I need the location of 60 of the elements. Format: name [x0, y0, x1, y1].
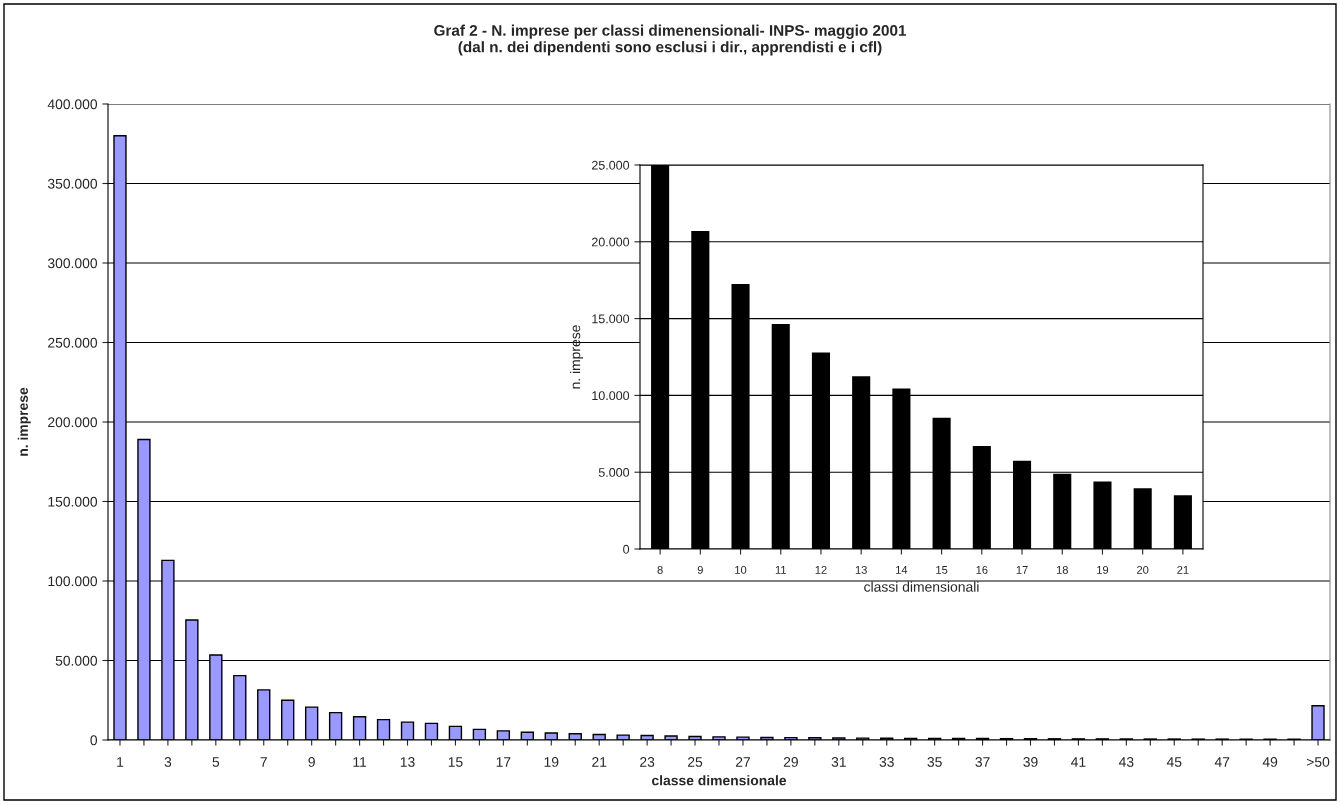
x-tick-label: 20: [1137, 565, 1149, 574]
x-tick-label: 15: [936, 566, 948, 574]
x-axis-title: classe dimensionale: [652, 775, 787, 786]
x-tick-label: 10: [735, 565, 747, 574]
y-tick-label: 20.000: [591, 237, 630, 247]
x-tick-label: 1: [117, 757, 124, 767]
x-tick-label: 3: [164, 757, 172, 767]
x-tick-label: 45: [1166, 757, 1182, 767]
x-tick-label: 15: [448, 757, 463, 767]
x-tick-label: 25: [688, 757, 703, 767]
x-tick-label: 17: [496, 757, 511, 767]
x-tick-label: 29: [783, 757, 798, 767]
y-tick-label: 150.000: [48, 496, 98, 507]
x-tick-label: 9: [697, 565, 703, 574]
x-tick-label: 9: [308, 757, 315, 767]
x-tick-label: 35: [927, 757, 942, 767]
x-tick-label: 14: [896, 566, 908, 574]
y-tick-label: 15.000: [592, 314, 630, 324]
x-tick-label: 33: [879, 757, 894, 767]
x-axis-title: classi dimensionali: [864, 581, 979, 592]
x-tick-label: 21: [592, 757, 607, 767]
x-tick-label: >50: [1306, 757, 1330, 767]
x-tick-label: 17: [1016, 566, 1028, 574]
x-tick-label: 37: [975, 757, 990, 767]
chart-title: Graf 2 - N. imprese per classi dimenensionali- INPS- maggio 2001 (dal n. dei dipendenti sono esclusi i dir., apprendisti e i cfl): [434, 24, 907, 56]
x-tick-label: 49: [1262, 757, 1278, 767]
y-tick-label: 25.000: [591, 160, 630, 170]
x-tick-label: 39: [1023, 757, 1038, 767]
x-tick-label: 19: [544, 757, 559, 767]
x-tick-label: 16: [976, 565, 988, 574]
y-tick-label: 0: [90, 735, 98, 746]
y-tick-label: 200.000: [48, 417, 98, 428]
y-axis-title: n. imprese: [17, 387, 31, 456]
x-tick-label: 27: [735, 757, 750, 767]
x-tick-label: 13: [855, 565, 867, 574]
x-tick-label: 5: [212, 757, 220, 767]
y-tick-label: 250.000: [48, 337, 98, 348]
x-tick-label: 43: [1118, 757, 1134, 767]
y-tick-label: 350.000: [47, 178, 98, 189]
x-tick-label: 47: [1214, 757, 1230, 767]
x-tick-label: 11: [775, 566, 786, 574]
y-tick-label: 50.000: [55, 655, 98, 666]
y-tick-label: 300.000: [47, 258, 98, 269]
x-tick-label: 19: [1097, 565, 1109, 574]
y-tick-label: 10.000: [592, 391, 630, 401]
x-tick-label: 23: [640, 757, 655, 767]
y-tick-label: 5.000: [598, 468, 630, 477]
y-tick-label: 100.000: [48, 576, 98, 587]
y-axis-title: n. imprese: [570, 325, 584, 389]
x-tick-label: 12: [815, 565, 827, 574]
x-tick-label: 7: [260, 757, 267, 767]
x-tick-label: 41: [1071, 757, 1086, 767]
x-tick-label: 31: [831, 757, 846, 767]
y-tick-label: 0: [623, 544, 630, 554]
x-tick-label: 18: [1056, 565, 1068, 574]
x-tick-label: 11: [353, 757, 367, 767]
y-tick-label: 400.000: [47, 99, 98, 110]
x-tick-label: 21: [1177, 565, 1189, 574]
x-tick-label: 8: [657, 565, 663, 574]
x-tick-label: 13: [400, 757, 415, 767]
